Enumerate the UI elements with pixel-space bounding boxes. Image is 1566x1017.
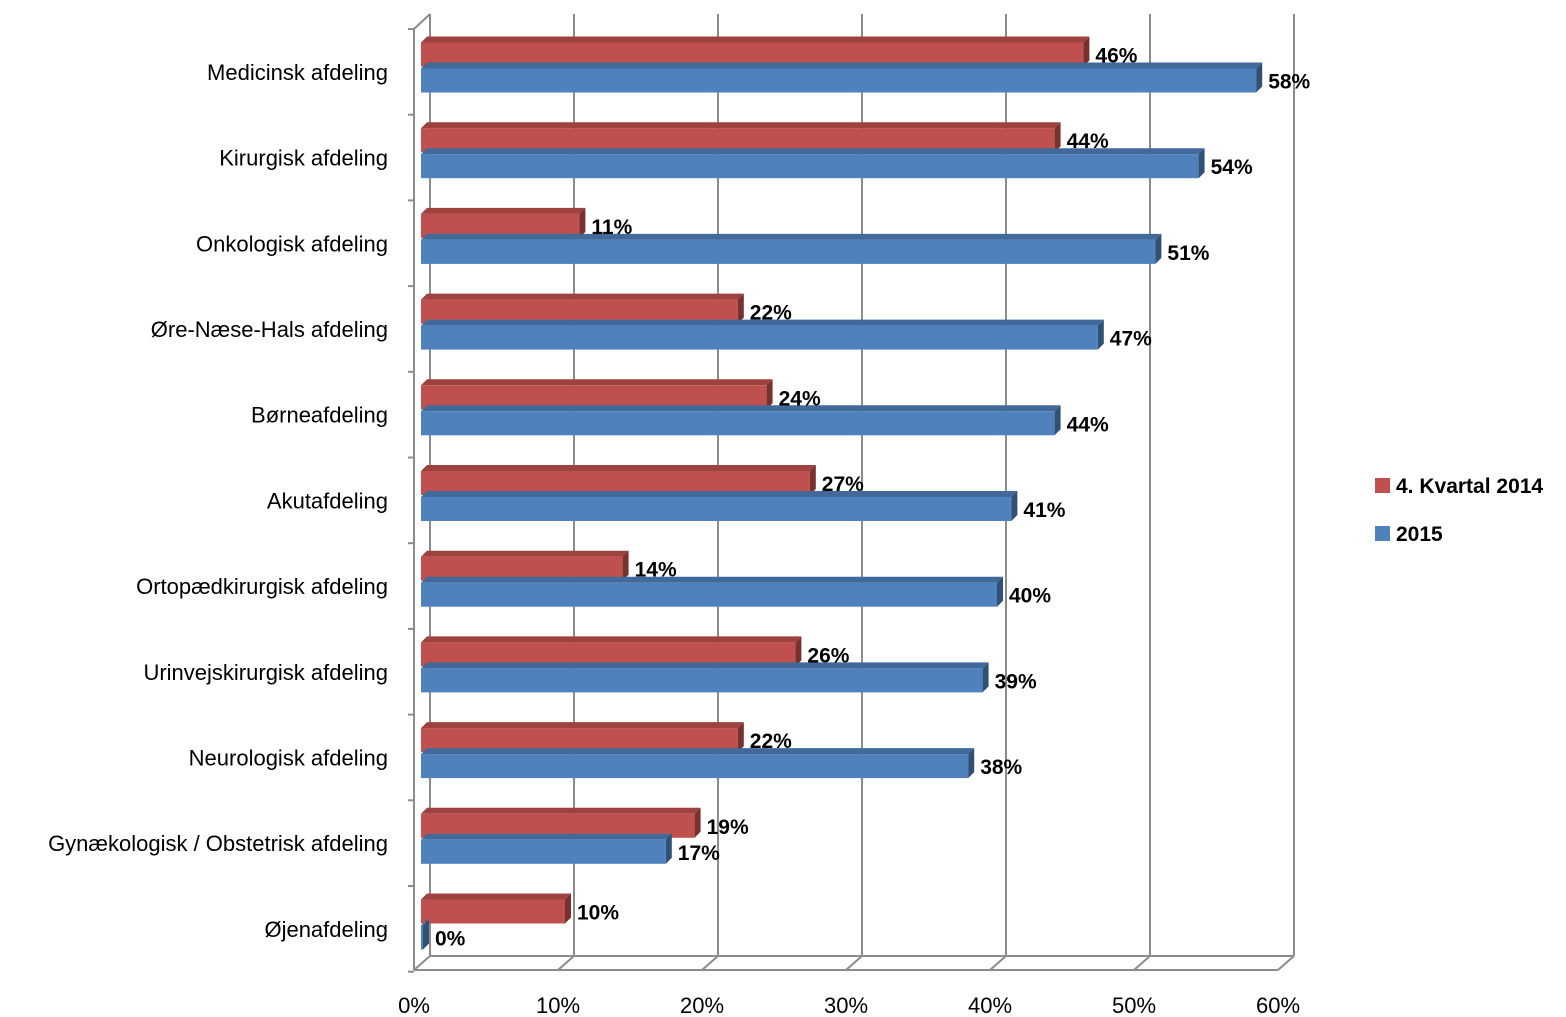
legend-swatch bbox=[1375, 526, 1390, 541]
data-label: 38% bbox=[980, 756, 1022, 779]
bar bbox=[421, 62, 1263, 93]
data-label: 51% bbox=[1167, 242, 1209, 265]
floor-gridline bbox=[413, 955, 431, 971]
bar bbox=[421, 379, 773, 410]
category-label: Børneafdeling bbox=[251, 403, 388, 428]
bar bbox=[421, 722, 744, 753]
floor-gridline bbox=[557, 955, 575, 971]
floor-gridline bbox=[1277, 955, 1295, 971]
bar bbox=[421, 748, 975, 779]
x-tick-label: 20% bbox=[680, 993, 724, 1017]
category-label: Akutafdeling bbox=[267, 488, 388, 513]
bar bbox=[421, 550, 629, 581]
legend: 4. Kvartal 2014 2015 bbox=[1375, 475, 1543, 546]
x-tick-label: 50% bbox=[1112, 993, 1156, 1017]
legend-label: 2015 bbox=[1396, 523, 1443, 546]
data-label: 44% bbox=[1067, 413, 1109, 436]
category-label: Øre-Næse-Hals afdeling bbox=[151, 317, 388, 342]
bar bbox=[421, 207, 586, 238]
category-label: Kirurgisk afdeling bbox=[219, 146, 388, 171]
bar bbox=[421, 122, 1061, 153]
bar bbox=[421, 405, 1061, 436]
data-label: 58% bbox=[1268, 71, 1310, 94]
data-label: 17% bbox=[678, 842, 720, 865]
data-label: 11% bbox=[591, 216, 632, 239]
category-label: Neurologisk afdeling bbox=[189, 745, 388, 770]
x-tick-label: 30% bbox=[824, 993, 868, 1017]
data-label: 22% bbox=[750, 302, 792, 325]
wall-top-edge bbox=[413, 13, 431, 30]
bar bbox=[421, 576, 1003, 607]
bar bbox=[421, 148, 1205, 179]
x-tick-label: 40% bbox=[968, 993, 1012, 1017]
bar bbox=[421, 636, 802, 667]
bar bbox=[421, 807, 701, 838]
category-label: Gynækologisk / Obstetrisk afdeling bbox=[48, 831, 388, 856]
category-label: Onkologisk afdeling bbox=[196, 231, 388, 256]
bar bbox=[421, 465, 816, 495]
data-label: 19% bbox=[707, 816, 749, 839]
category-label: Urinvejskirurgisk afdeling bbox=[143, 660, 388, 685]
legend-label: 4. Kvartal 2014 bbox=[1396, 475, 1543, 498]
floor-gridline bbox=[989, 955, 1007, 971]
x-tick-label: 60% bbox=[1256, 993, 1300, 1017]
data-label: 39% bbox=[995, 670, 1037, 693]
data-label: 22% bbox=[750, 730, 792, 753]
data-label: 54% bbox=[1211, 156, 1253, 179]
data-label: 46% bbox=[1095, 45, 1137, 68]
data-label: 0% bbox=[435, 928, 466, 951]
category-label: Ortopædkirurgisk afdeling bbox=[136, 574, 388, 599]
legend-swatch bbox=[1375, 478, 1390, 493]
bar bbox=[421, 662, 989, 693]
floor-gridline bbox=[845, 955, 863, 971]
bar bbox=[421, 893, 571, 924]
bar bbox=[421, 919, 429, 950]
bar bbox=[421, 293, 744, 324]
bars bbox=[421, 36, 1263, 950]
x-tick-label: 0% bbox=[398, 993, 430, 1017]
floor-gridline bbox=[1133, 955, 1151, 971]
floor-gridline bbox=[701, 955, 719, 971]
bar bbox=[421, 319, 1104, 350]
data-label: 26% bbox=[807, 644, 849, 667]
bar bbox=[421, 491, 1018, 521]
data-label: 41% bbox=[1023, 499, 1065, 522]
data-label: 24% bbox=[779, 387, 821, 410]
bar bbox=[421, 36, 1090, 67]
data-label: 47% bbox=[1110, 328, 1152, 351]
x-tick-label: 10% bbox=[536, 993, 580, 1017]
category-label: Øjenafdeling bbox=[264, 917, 388, 942]
data-label: 10% bbox=[577, 902, 619, 925]
category-label: Medicinsk afdeling bbox=[207, 60, 388, 85]
data-label: 40% bbox=[1009, 585, 1051, 608]
x-axis-ticks: 0% 10% 20% 30% 40% 50% 60% bbox=[398, 993, 1300, 1017]
data-labels: 46% 58% 44% 54% 11% 51% 22% 47% 24% 44% 27% 41% 14% 4… bbox=[435, 45, 1311, 951]
bar bbox=[421, 833, 672, 864]
data-label: 14% bbox=[635, 559, 677, 582]
category-labels: Medicinsk afdeling Kirurgisk afdeling Onko… bbox=[48, 60, 388, 942]
bar bbox=[421, 233, 1162, 264]
data-label: 44% bbox=[1067, 130, 1109, 153]
data-label: 27% bbox=[822, 473, 864, 496]
